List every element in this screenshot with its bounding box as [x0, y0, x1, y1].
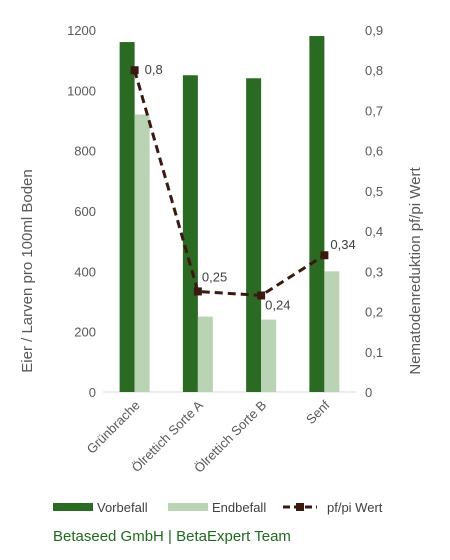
pfpi-line-series: 0,8 0,25 0,24 0,34: [130, 62, 356, 312]
legend-swatch-marker: [296, 503, 304, 511]
legend: Vorbefall Endbefall pf/pi Wert: [53, 500, 383, 515]
pfpi-data-label: 0,34: [330, 237, 355, 252]
pfpi-data-label: 0,25: [202, 269, 227, 284]
bars: [119, 36, 340, 393]
legend-swatch: [168, 503, 208, 511]
legend-swatch: [53, 503, 93, 511]
bar-endbefall: [197, 316, 213, 392]
bar-endbefall: [261, 319, 277, 392]
bar-vorbefall: [246, 78, 262, 393]
pfpi-data-label: 0,24: [265, 297, 290, 312]
legend-label: Endbefall: [212, 500, 266, 515]
right-tick-label: 0,7: [365, 103, 383, 118]
x-tick-label: Grünbrache: [84, 398, 143, 457]
bar-vorbefall: [119, 42, 135, 393]
left-tick-label: 200: [74, 325, 96, 340]
left-axis-ticks: 0 200 400 600 800 1000 1200: [67, 23, 96, 400]
right-tick-label: 0,5: [365, 184, 383, 199]
right-tick-label: 0,6: [365, 144, 383, 159]
bar-endbefall: [134, 114, 150, 392]
left-tick-label: 1000: [67, 83, 96, 98]
legend-label: Vorbefall: [97, 500, 148, 515]
left-axis-title: Eier / Larven pro 100ml Boden: [19, 169, 36, 372]
right-axis-ticks: 0 0,1 0,2 0,3 0,4 0,5 0,6 0,7 0,8 0,9: [365, 23, 383, 400]
pfpi-line: [133, 69, 326, 297]
left-tick-label: 0: [89, 385, 96, 400]
left-tick-label: 400: [74, 264, 96, 279]
legend-label: pf/pi Wert: [327, 500, 383, 515]
pfpi-marker: [130, 66, 139, 75]
right-tick-label: 0,3: [365, 264, 383, 279]
right-tick-label: 0,8: [365, 63, 383, 78]
right-tick-label: 0: [365, 385, 372, 400]
left-tick-label: 600: [74, 204, 96, 219]
left-tick-label: 1200: [67, 23, 96, 38]
pfpi-marker: [193, 287, 202, 296]
right-tick-label: 0,9: [365, 23, 383, 38]
footer-credit: Betaseed GmbH | BetaExpert Team: [53, 528, 291, 545]
pfpi-data-label: 0,8: [145, 62, 163, 77]
bar-vorbefall: [182, 75, 198, 392]
bar-endbefall: [324, 271, 340, 392]
right-tick-label: 0,1: [365, 345, 383, 360]
x-tick-label: Senf: [303, 397, 333, 427]
left-tick-label: 800: [74, 144, 96, 159]
right-tick-label: 0,2: [365, 305, 383, 320]
right-axis-title: Nematodenreduktion pf/pi Wert: [407, 167, 424, 375]
right-tick-label: 0,4: [365, 224, 383, 239]
pfpi-marker: [257, 291, 266, 300]
bar-vorbefall: [309, 36, 325, 393]
pfpi-marker: [320, 251, 329, 260]
